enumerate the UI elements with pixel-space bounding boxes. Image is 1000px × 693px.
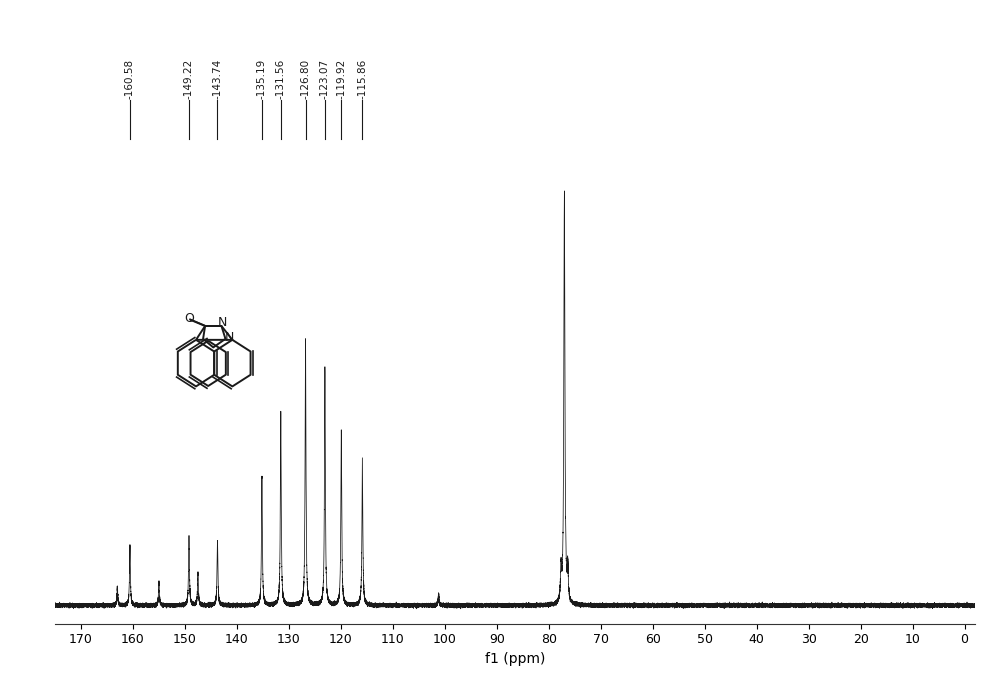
Text: N: N xyxy=(224,331,234,344)
Text: -149.22: -149.22 xyxy=(184,59,194,99)
Text: -123.07: -123.07 xyxy=(320,59,330,99)
Text: -160.58: -160.58 xyxy=(125,59,135,99)
Text: -119.92: -119.92 xyxy=(336,59,346,99)
Text: -143.74: -143.74 xyxy=(212,59,222,99)
Text: -115.86: -115.86 xyxy=(357,59,367,99)
Text: O: O xyxy=(184,312,194,325)
Text: -135.19: -135.19 xyxy=(257,59,267,99)
Text: -131.56: -131.56 xyxy=(276,59,286,99)
X-axis label: f1 (ppm): f1 (ppm) xyxy=(485,652,545,666)
Text: N: N xyxy=(218,316,227,329)
Text: -126.80: -126.80 xyxy=(301,59,311,99)
